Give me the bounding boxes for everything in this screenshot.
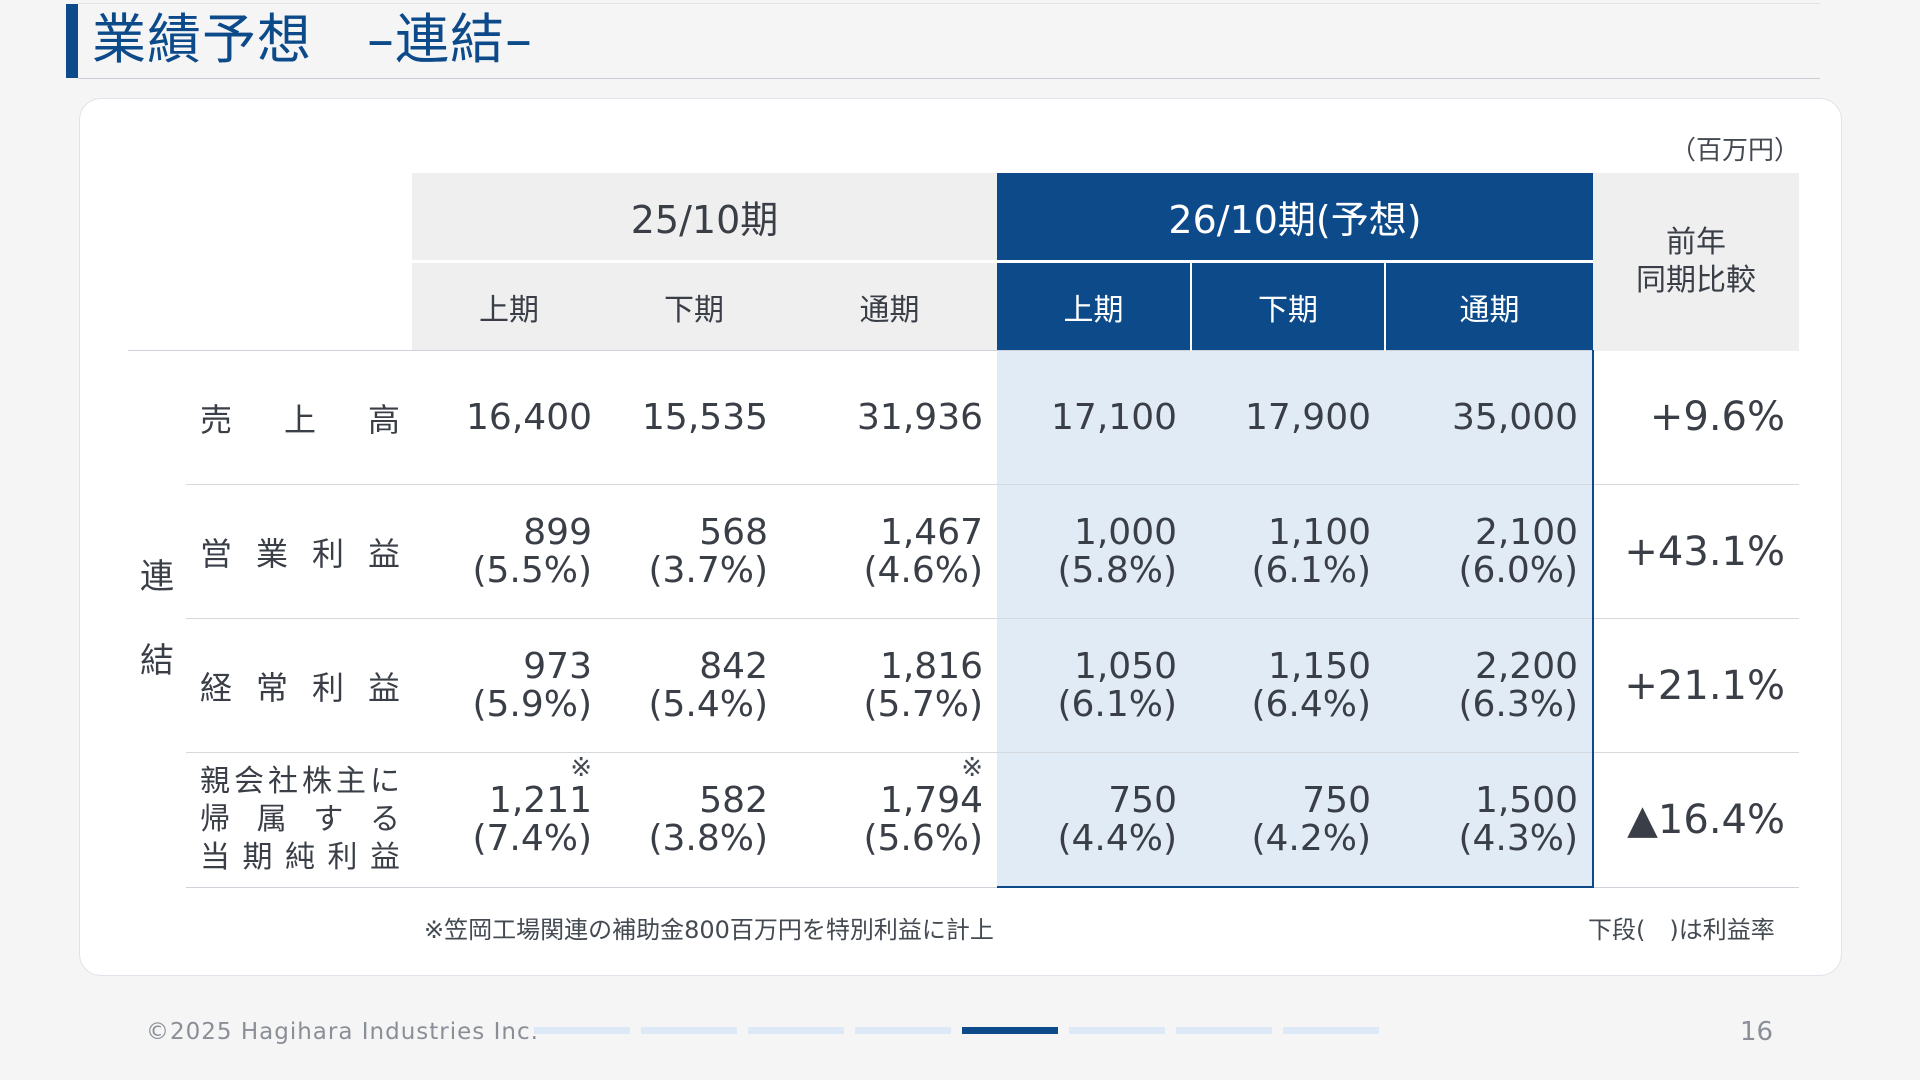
consolidated-label-line1: 連 — [140, 557, 174, 597]
yoy-value: +9.6% — [1649, 394, 1785, 441]
cell-value: 15,535 — [642, 396, 768, 438]
cell-value: 35,000 — [1385, 350, 1594, 485]
forecast-table: 25/10期 26/10期(予想) 前年 同期比較 上期 下期 通期 上期 下期… — [128, 173, 1799, 888]
cell-value: 1,100 (6.1%) — [1191, 484, 1385, 619]
cell-value: 1,467 (4.6%) — [782, 484, 997, 619]
consolidated-label-line2: 結 — [140, 641, 174, 681]
cell-value: ※ 1,211 (7.4%) — [412, 752, 606, 888]
yoy-value: +43.1% — [1593, 484, 1799, 619]
cell-value: 582 (3.8%) — [606, 752, 782, 888]
row-label-net-income-line3: 当期純利益 — [200, 839, 400, 875]
cell-value: 1,816 (5.7%) — [782, 618, 997, 753]
header-row-periods: 25/10期 26/10期(予想) 前年 同期比較 — [128, 173, 1799, 351]
header-blank — [128, 173, 412, 262]
progress-segment — [534, 1027, 630, 1034]
page-number: 16 — [1740, 1017, 1774, 1047]
cell-value: 16,400 — [466, 396, 592, 438]
cell-value: 1,500 (4.3%) — [1385, 752, 1594, 888]
period-actual-header: 25/10期 — [412, 173, 997, 262]
progress-segment — [641, 1027, 737, 1034]
cell-value: 1,150 (6.4%) — [1191, 618, 1385, 753]
footnote-margin-note: 下段( )は利益率 — [1588, 916, 1775, 944]
cell-value: 17,100 — [997, 350, 1191, 485]
table-row-net-income: 親会社株主に 帰属する 当期純利益 ※ 1,211 (7.4%) 582 (3.8%)… — [128, 752, 1799, 888]
progress-segment — [1069, 1027, 1165, 1034]
cell-value: 568 (3.7%) — [606, 484, 782, 619]
yoy-header-line1: 前年 — [1666, 224, 1726, 260]
progress-segment — [855, 1027, 951, 1034]
slide-progress-bar — [534, 1027, 1390, 1034]
footnote-subsidy: ※笠岡工場関連の補助金800百万円を特別利益に計上 — [424, 916, 994, 944]
actual-second-half-header: 下期 — [606, 260, 782, 351]
row-label-operating-profit: 営業利益 — [186, 484, 412, 619]
cell-value: 750 (4.4%) — [997, 752, 1191, 888]
yoy-header: 前年 同期比較 — [1593, 173, 1799, 351]
period-forecast-header: 26/10期(予想) — [997, 173, 1593, 262]
cell-value: ※ 1,794 (5.6%) — [782, 752, 997, 888]
top-rule — [78, 3, 1820, 4]
row-label-net-income-line1: 親会社株主に — [200, 763, 400, 799]
row-label-net-income: 親会社株主に 帰属する 当期純利益 — [186, 752, 412, 888]
cell-value: 2,200 (6.3%) — [1385, 618, 1594, 753]
header-row-halves: 上期 下期 通期 上期 下期 通期 — [128, 260, 1799, 351]
title-underline — [78, 78, 1820, 79]
unit-label: （百万円） — [1670, 136, 1801, 166]
progress-segment — [1176, 1027, 1272, 1034]
cell-value: 1,000 (5.8%) — [997, 484, 1191, 619]
forecast-first-half-header: 上期 — [997, 260, 1191, 351]
cell-value: 750 (4.2%) — [1191, 752, 1385, 888]
title-accent-bar — [66, 4, 78, 78]
progress-segment — [748, 1027, 844, 1034]
page-title: 業績予想 –連結– — [92, 8, 533, 71]
cell-value: 2,100 (6.0%) — [1385, 484, 1594, 619]
footnote-mark: ※ — [570, 753, 592, 783]
cell-value: 17,900 — [1191, 350, 1385, 485]
row-label-net-income-line2: 帰属する — [200, 801, 400, 837]
cell-value: 973 (5.9%) — [412, 618, 606, 753]
header-blank-2 — [128, 261, 412, 351]
consolidated-label: 連 結 — [128, 351, 186, 888]
table-row-operating-profit: 営業利益 899 (5.5%) 568 (3.7%) 1,467 (4.6%) 1,0… — [128, 484, 1799, 619]
progress-segment — [1283, 1027, 1379, 1034]
row-label-sales: 売 上 高 — [200, 400, 400, 439]
footnote-mark: ※ — [961, 753, 983, 783]
cell-value: 31,936 — [857, 396, 983, 438]
forecast-full-year-header: 通期 — [1384, 260, 1593, 351]
cell-value: 899 (5.5%) — [412, 484, 606, 619]
yoy-value: ▲16.4% — [1593, 752, 1799, 888]
forecast-second-half-header: 下期 — [1190, 260, 1385, 351]
actual-first-half-header: 上期 — [412, 260, 606, 351]
copyright: ©2025 Hagihara Industries Inc. — [146, 1019, 539, 1045]
cell-value: 842 (5.4%) — [606, 618, 782, 753]
actual-full-year-header: 通期 — [782, 260, 997, 351]
table-row-ordinary-profit: 経常利益 973 (5.9%) 842 (5.4%) 1,816 (5.7%) 1,0… — [128, 618, 1799, 753]
cell-value: 1,050 (6.1%) — [997, 618, 1191, 753]
progress-segment-active — [962, 1027, 1058, 1034]
yoy-header-line2: 同期比較 — [1636, 262, 1756, 298]
table-row-sales: 連 結 売 上 高 16,400 15,535 31,936 17,100 17… — [128, 350, 1799, 681]
yoy-value: +21.1% — [1593, 618, 1799, 753]
row-label-ordinary-profit: 経常利益 — [186, 618, 412, 753]
